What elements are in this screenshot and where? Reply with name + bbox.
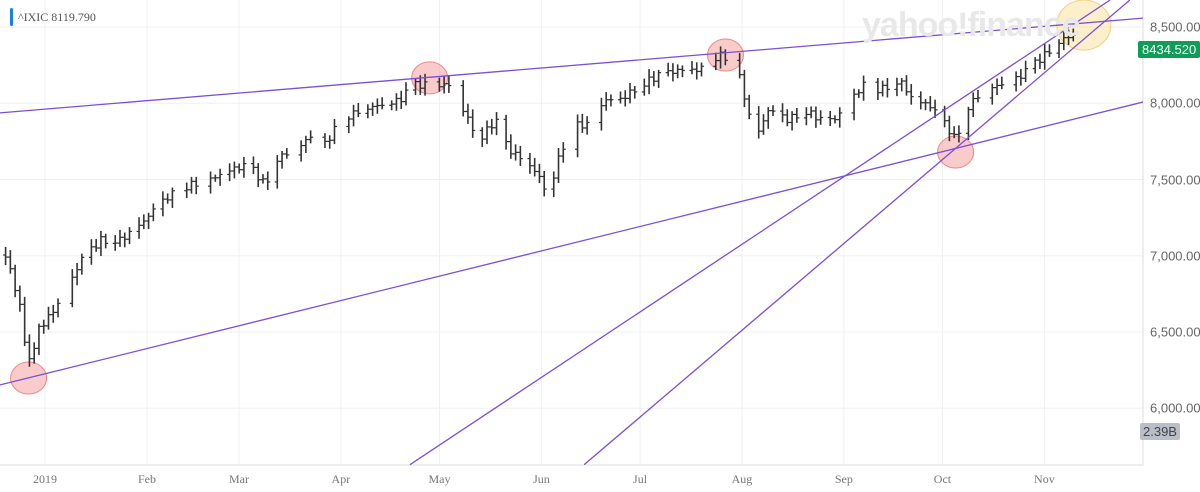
y-tick-label: 6,000.000 [1150,400,1200,416]
series-color-marker [10,8,13,26]
symbol-legend: ^IXIC 8119.790 [10,8,96,26]
x-tick-label: Jul [633,472,648,486]
y-tick-label: 8,000.000 [1150,95,1200,111]
y-tick-label: 7,000.000 [1150,248,1200,264]
x-tick-label: Apr [331,472,351,486]
y-tick-label: 8,500.000 [1150,19,1200,35]
last-price-badge: 8434.520 [1138,41,1200,58]
trendline [583,0,1131,465]
x-tick-label: Aug [731,472,753,486]
x-tick-label: May [428,472,451,486]
y-tick-label: 6,500.000 [1150,324,1200,340]
x-tick-label: Nov [1034,472,1055,486]
y-tick-label: 7,500.000 [1150,172,1200,187]
trendline [409,0,1111,465]
x-tick-label: Feb [137,472,156,486]
volume-badge: 2.39B [1140,423,1180,440]
yahoo-finance-watermark: yahoo!finance [862,6,1080,44]
x-tick-label: Sep [834,472,853,486]
highlight-circle [937,135,975,169]
trendline [0,101,1143,386]
x-tick-label: Oct [933,472,952,486]
symbol-label: ^IXIC 8119.790 [18,9,96,24]
x-tick-label: Jun [533,472,550,486]
trendline [0,17,1143,114]
x-tick-label: Mar [228,472,249,486]
x-tick-label: 2019 [33,472,58,486]
